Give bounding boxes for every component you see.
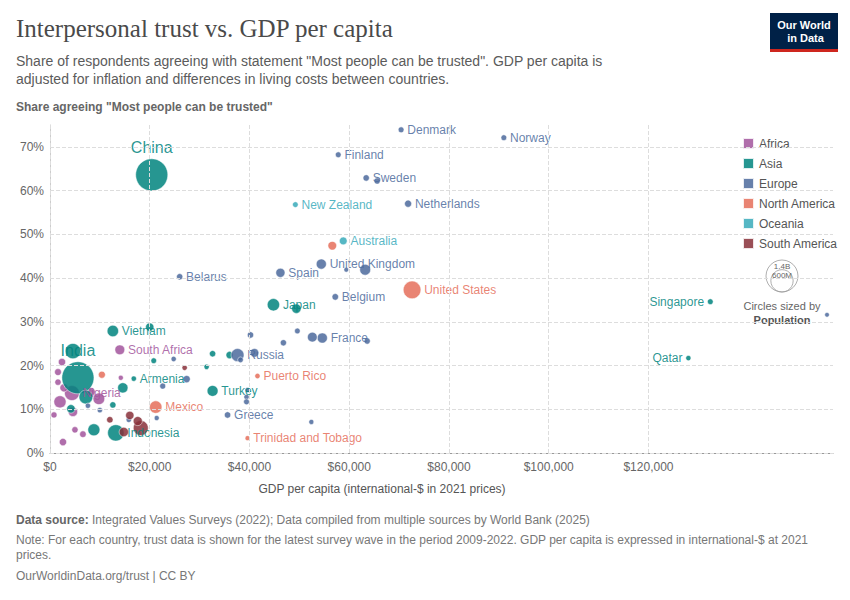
svg-text:Asia: Asia [759, 157, 783, 171]
svg-text:France: France [330, 331, 368, 345]
svg-text:30%: 30% [20, 315, 44, 329]
svg-text:Qatar: Qatar [652, 351, 682, 365]
svg-text:Circles sized by: Circles sized by [743, 300, 821, 312]
svg-text:Indonesia: Indonesia [127, 426, 179, 440]
svg-text:Belarus: Belarus [186, 270, 227, 284]
svg-text:Integrated Values Surveys (202: Integrated Values Surveys (2022); Data c… [89, 513, 590, 527]
svg-text:South America: South America [759, 237, 837, 251]
svg-text:$80,000: $80,000 [427, 460, 471, 474]
svg-text:Turkey: Turkey [221, 384, 257, 398]
svg-text:India: India [61, 342, 96, 359]
svg-text:Mexico: Mexico [165, 400, 203, 414]
svg-text:Russia: Russia [247, 348, 284, 362]
svg-text:Sweden: Sweden [373, 171, 416, 185]
svg-text:Our World: Our World [777, 19, 831, 31]
svg-text:Australia: Australia [350, 234, 397, 248]
svg-text:United Kingdom: United Kingdom [330, 257, 415, 271]
svg-text:70%: 70% [20, 140, 44, 154]
svg-text:600M: 600M [772, 271, 792, 281]
svg-text:Interpersonal trust vs. GDP pe: Interpersonal trust vs. GDP per capita [16, 15, 393, 42]
svg-text:$40,000: $40,000 [228, 460, 272, 474]
svg-text:Share of respondents agreeing: Share of respondents agreeing with state… [16, 53, 606, 69]
svg-text:Singapore: Singapore [649, 295, 704, 309]
svg-text:adjusted for inflation and dif: adjusted for inflation and differences i… [16, 71, 449, 87]
svg-text:Vietnam: Vietnam [122, 324, 166, 338]
svg-text:40%: 40% [20, 271, 44, 285]
svg-text:North America: North America [759, 197, 835, 211]
svg-text:in Data: in Data [784, 32, 825, 44]
svg-text:$0: $0 [43, 460, 57, 474]
svg-text:Japan: Japan [283, 298, 316, 312]
svg-text:$20,000: $20,000 [128, 460, 172, 474]
svg-text:$60,000: $60,000 [328, 460, 372, 474]
svg-text:1.4B: 1.4B [773, 261, 791, 271]
svg-text:20%: 20% [20, 359, 44, 373]
svg-text:Nigeria: Nigeria [83, 386, 121, 400]
svg-text:China: China [130, 139, 173, 156]
svg-text:$100,000: $100,000 [524, 460, 574, 474]
svg-text:60%: 60% [20, 184, 44, 198]
svg-text:Note: For each country, trust: Note: For each country, trust data is sh… [16, 533, 811, 547]
svg-text:GDP per capita (international-: GDP per capita (international-$ in 2021 … [258, 482, 505, 496]
svg-text:Data source:: Data source: [16, 513, 89, 527]
svg-text:South Africa: South Africa [128, 343, 193, 357]
svg-text:Armenia: Armenia [140, 372, 185, 386]
svg-text:10%: 10% [20, 402, 44, 416]
svg-text:prices.: prices. [16, 548, 51, 562]
svg-text:Trinidad and Tobago: Trinidad and Tobago [253, 431, 362, 445]
svg-text:Puerto Rico: Puerto Rico [263, 369, 326, 383]
svg-text:Oceania: Oceania [759, 217, 804, 231]
svg-text:Belgium: Belgium [342, 290, 385, 304]
svg-text:Finland: Finland [344, 148, 383, 162]
svg-text:United States: United States [424, 283, 496, 297]
svg-text:New Zealand: New Zealand [302, 198, 373, 212]
svg-text:50%: 50% [20, 227, 44, 241]
svg-text:Europe: Europe [759, 177, 798, 191]
svg-text:Greece: Greece [234, 408, 274, 422]
svg-text:OurWorldinData.org/trust | CC: OurWorldinData.org/trust | CC BY [16, 569, 196, 583]
svg-text:Netherlands: Netherlands [415, 197, 480, 211]
svg-text:Norway: Norway [510, 131, 551, 145]
svg-text:Population: Population [754, 314, 811, 326]
svg-text:Share agreeing "Most people ca: Share agreeing "Most people can be trust… [16, 100, 273, 114]
svg-text:Africa: Africa [759, 137, 790, 151]
svg-text:0%: 0% [27, 446, 45, 460]
svg-text:Denmark: Denmark [407, 122, 456, 137]
svg-text:Spain: Spain [288, 266, 319, 280]
svg-text:$120,000: $120,000 [623, 460, 673, 474]
